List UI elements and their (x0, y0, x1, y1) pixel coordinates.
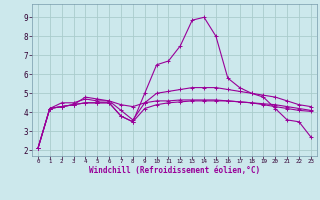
X-axis label: Windchill (Refroidissement éolien,°C): Windchill (Refroidissement éolien,°C) (89, 166, 260, 175)
